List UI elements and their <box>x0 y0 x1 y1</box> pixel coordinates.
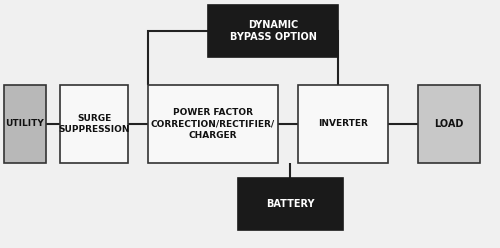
Bar <box>208 5 338 57</box>
Text: INVERTER: INVERTER <box>318 120 368 128</box>
Text: SURGE
SUPPRESSION: SURGE SUPPRESSION <box>58 114 130 134</box>
Bar <box>60 85 128 163</box>
Text: POWER FACTOR
CORRECTION/RECTIFIER/
CHARGER: POWER FACTOR CORRECTION/RECTIFIER/ CHARG… <box>151 108 275 140</box>
Bar <box>148 85 278 163</box>
Text: BATTERY: BATTERY <box>266 199 315 209</box>
Bar <box>4 85 46 163</box>
Text: DYNAMIC
BYPASS OPTION: DYNAMIC BYPASS OPTION <box>230 20 316 42</box>
Bar <box>238 178 343 230</box>
Bar <box>418 85 480 163</box>
Text: UTILITY: UTILITY <box>6 120 44 128</box>
Text: LOAD: LOAD <box>434 119 464 129</box>
Bar <box>298 85 388 163</box>
